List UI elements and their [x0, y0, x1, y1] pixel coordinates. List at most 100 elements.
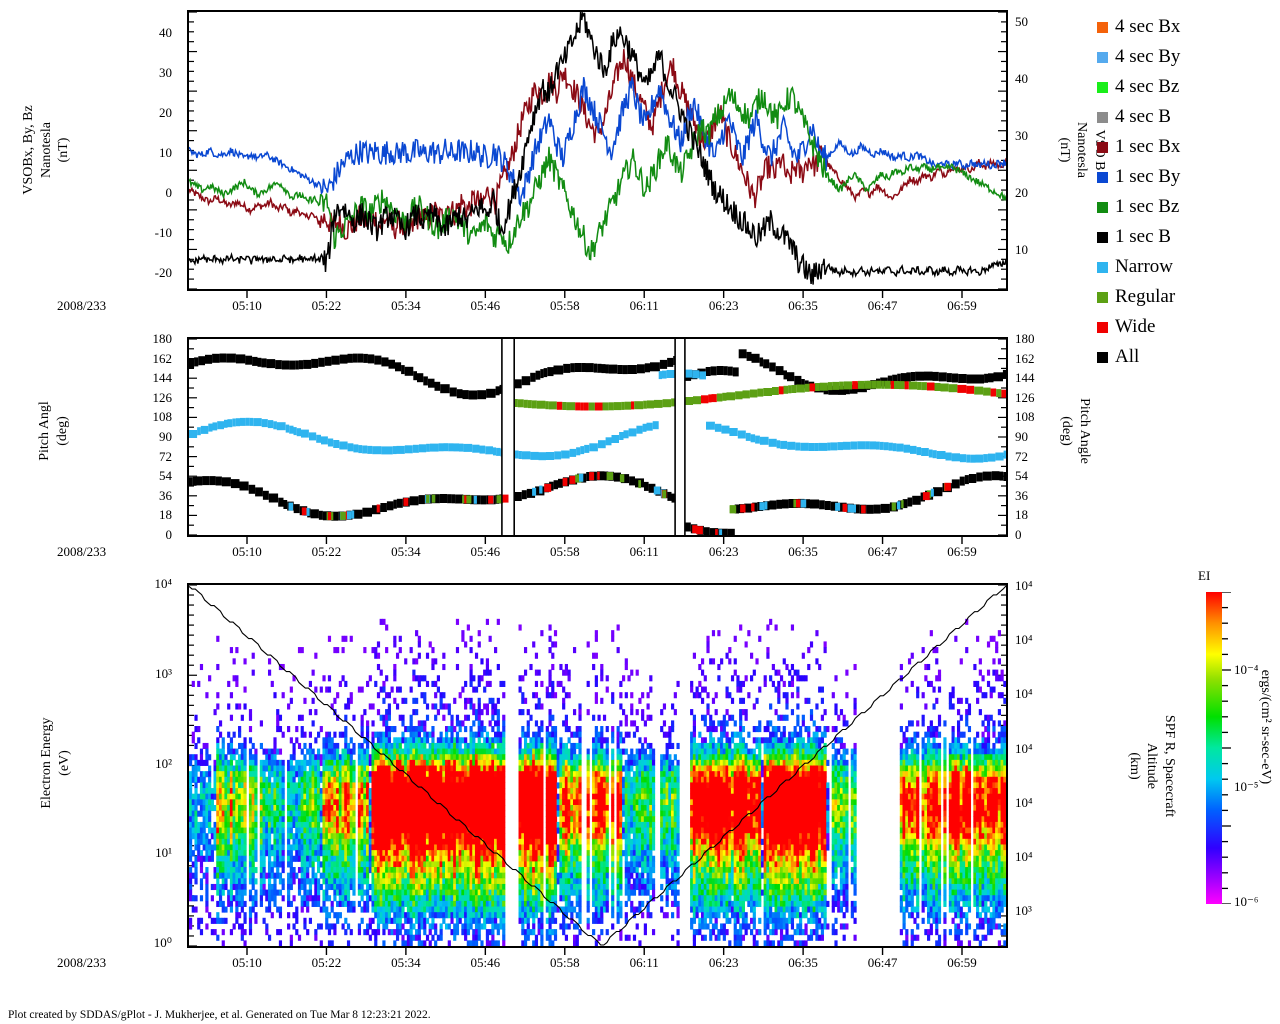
spectrogram-cell — [545, 872, 549, 879]
pitch-band-all-upper — [783, 370, 787, 380]
spectrogram-cell — [229, 878, 234, 885]
spectrogram-cell — [352, 850, 356, 857]
spectrogram-cell — [194, 759, 198, 766]
pitch-band-narrow — [372, 446, 382, 455]
spectrogram-cell — [425, 788, 430, 795]
spectrogram-cell — [488, 771, 492, 778]
spectrogram-cell — [464, 759, 468, 766]
pitch-band-narrow — [932, 450, 937, 459]
spectrogram-cell — [229, 906, 234, 913]
spectrogram-cell — [404, 810, 408, 817]
spectrogram-cell — [197, 726, 201, 733]
pitch-band-all-lower — [553, 480, 558, 490]
spectrogram-cell — [287, 883, 291, 891]
trace-1-sec-bz — [189, 86, 1006, 261]
spectrogram-cell — [415, 810, 419, 817]
pitch-band-all-upper — [966, 374, 976, 384]
pitch-band-all-lower — [873, 504, 881, 514]
pitch-band-narrow — [224, 419, 228, 428]
spectrogram-cell — [404, 889, 408, 896]
spectrogram-cell — [218, 827, 223, 834]
spectrogram-cell — [341, 844, 345, 851]
spectrogram-cell — [338, 861, 342, 868]
spectrogram-cell — [357, 771, 362, 778]
spectrogram-cell — [480, 726, 484, 733]
tick-label: 18 — [1015, 507, 1028, 523]
spectrogram-cell — [412, 675, 416, 682]
spectrogram-cell — [297, 934, 302, 941]
spectrogram-cell — [483, 748, 487, 755]
spectrogram-cell — [521, 833, 525, 840]
spectrogram-cell — [363, 754, 367, 761]
spectrogram-cell — [420, 754, 424, 761]
spectrogram-cell — [474, 821, 479, 828]
spectrogram-cell — [420, 799, 424, 806]
spectrogram-cell — [499, 923, 503, 930]
spectrogram-cell — [194, 878, 198, 885]
spectrogram-cell — [267, 906, 272, 913]
spectrogram-cell — [385, 759, 389, 766]
spectrogram-cell — [412, 748, 416, 755]
tick-label: 0 — [165, 527, 173, 542]
spectrogram-cell — [455, 883, 460, 891]
spectrogram-cell — [300, 855, 304, 862]
pitch-band-all-lower — [734, 504, 739, 514]
spectrogram-cell — [218, 838, 223, 845]
spectrogram-cell — [349, 833, 353, 840]
spectrogram-cell — [216, 889, 220, 896]
spectrogram-cell — [385, 788, 389, 795]
spectrogram-cell — [376, 692, 381, 699]
spectrogram-cell — [325, 788, 329, 795]
spectrogram-cell — [387, 731, 391, 738]
spectrogram-cell — [439, 697, 443, 704]
spectrogram-cell — [406, 776, 411, 783]
spectrogram-cell — [363, 855, 367, 862]
pitch-band-all-lower — [684, 522, 691, 532]
spectrogram-cell — [276, 765, 280, 772]
spectrogram-cell — [534, 804, 539, 812]
spectrogram-cell — [366, 816, 370, 823]
spectrogram-cell — [540, 759, 544, 766]
pitch-band-narrow — [892, 443, 897, 452]
spectrogram-cell — [491, 867, 495, 874]
spectrogram-cell — [434, 883, 438, 891]
spectrogram-cell — [537, 748, 541, 755]
spectrogram-cell — [545, 867, 549, 874]
spectrogram-cell — [248, 799, 253, 806]
spectrogram-cell — [221, 742, 225, 750]
pitch-band-all-upper — [363, 353, 368, 363]
spectrogram-cell — [306, 838, 310, 845]
spectrogram-cell — [423, 697, 427, 704]
spectrogram-cell — [243, 844, 247, 851]
spectrogram-cell — [423, 748, 427, 755]
spectrogram-cell — [540, 680, 544, 687]
spectrogram-cell — [333, 833, 337, 840]
spectrogram-cell — [540, 872, 544, 879]
spectrogram-cell — [314, 889, 318, 896]
pitch-band-narrow — [554, 451, 562, 460]
spectrogram-cell — [346, 833, 351, 840]
spectrogram-cell — [461, 810, 465, 817]
spectrogram-cell — [267, 889, 272, 896]
pitch-band-narrow — [951, 453, 960, 462]
spectrogram-cell — [374, 895, 378, 902]
spectrogram-cell — [488, 804, 492, 812]
spectrogram-cell — [338, 883, 342, 891]
pitch-band-all-lower — [999, 471, 1004, 481]
pitch-band-overlay — [757, 388, 764, 397]
spectrogram-cell — [235, 912, 239, 919]
pitch-band-narrow — [910, 445, 917, 454]
spectrogram-cell — [327, 686, 332, 693]
spectrogram-cell — [254, 900, 258, 907]
spectrogram-cell — [447, 782, 451, 789]
spectrogram-cell — [248, 867, 253, 874]
spectrogram-cell — [382, 731, 386, 738]
spectrogram-cell — [338, 782, 342, 789]
spectrogram-cell — [417, 816, 421, 823]
pitch-band-overlay — [857, 380, 865, 389]
spectrogram-cell — [303, 844, 307, 851]
spectrogram-cell — [278, 793, 283, 800]
pitch-band-all-lower — [192, 476, 197, 486]
spectrogram-cell — [472, 867, 476, 874]
spectrogram-cell — [534, 895, 539, 902]
